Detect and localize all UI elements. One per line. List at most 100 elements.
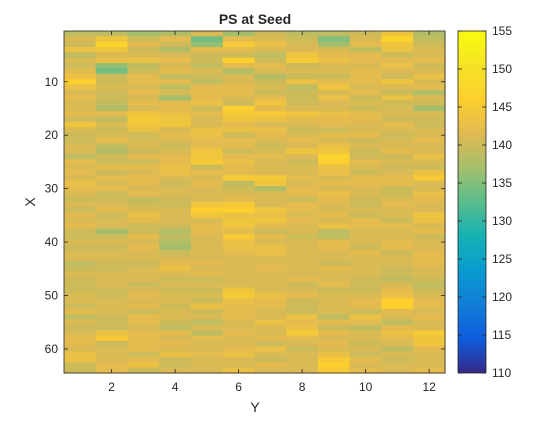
- heatmap-cell: [349, 95, 383, 102]
- heatmap-cell: [127, 73, 160, 80]
- heatmap-cell: [286, 127, 319, 134]
- heatmap-cell: [191, 175, 224, 182]
- heatmap-cell: [381, 116, 414, 123]
- heatmap-cell: [95, 287, 129, 294]
- heatmap-cell: [222, 298, 256, 305]
- heatmap-cell: [349, 47, 383, 53]
- heatmap-cell: [64, 266, 97, 273]
- heatmap-cell: [381, 148, 414, 155]
- heatmap-cell: [349, 298, 383, 305]
- heatmap-cell: [381, 276, 414, 283]
- heatmap-cell: [127, 169, 160, 176]
- heatmap-cell: [286, 79, 319, 86]
- heatmap-cell: [127, 362, 160, 369]
- heatmap-cell: [95, 223, 129, 230]
- heatmap-cell: [349, 52, 383, 59]
- heatmap-cell: [413, 137, 446, 144]
- heatmap-cell: [64, 319, 97, 326]
- heatmap-cell: [413, 356, 446, 363]
- heatmap-cell: [64, 89, 97, 96]
- heatmap-cell: [64, 271, 97, 278]
- heatmap-cell: [381, 73, 414, 80]
- heatmap-cell: [318, 95, 351, 102]
- heatmap-cell: [222, 116, 256, 123]
- heatmap-cell: [95, 191, 129, 198]
- heatmap-cell: [222, 314, 256, 321]
- heatmap-cell: [127, 212, 160, 219]
- heatmap-cell: [64, 335, 97, 342]
- heatmap-cell: [159, 132, 192, 139]
- heatmap-cell: [127, 63, 160, 69]
- heatmap-cell: [254, 298, 287, 305]
- heatmap-cell: [381, 250, 414, 257]
- heatmap-cell: [318, 63, 351, 69]
- heatmap-cell: [381, 202, 414, 208]
- heatmap-cell: [413, 41, 446, 48]
- heatmap-cell: [64, 47, 97, 53]
- heatmap-cell: [381, 95, 414, 102]
- heatmap-cell: [222, 121, 256, 128]
- heatmap-cell: [64, 127, 97, 134]
- heatmap-cell: [318, 314, 351, 321]
- heatmap-cell: [318, 159, 351, 166]
- heatmap-cell: [127, 292, 160, 299]
- heatmap-cell: [349, 212, 383, 219]
- heatmap-cell: [286, 196, 319, 203]
- heatmap-cell: [349, 223, 383, 230]
- heatmap-cell: [381, 218, 414, 224]
- heatmap-cell: [127, 308, 160, 315]
- x-tick-label: 4: [172, 380, 179, 394]
- x-tick-label: 10: [359, 380, 373, 394]
- heatmap-cell: [64, 73, 97, 80]
- heatmap-cell: [222, 153, 256, 160]
- heatmap-cell: [254, 148, 287, 155]
- heatmap-cell: [95, 153, 129, 160]
- heatmap-cell: [127, 68, 160, 75]
- heatmap-cell: [254, 335, 287, 342]
- heatmap-cell: [159, 73, 192, 80]
- heatmap-cell: [349, 362, 383, 369]
- heatmap-cell: [254, 127, 287, 134]
- heatmap-cell: [222, 234, 256, 240]
- heatmap-cell: [413, 84, 446, 91]
- heatmap-cell: [286, 148, 319, 155]
- heatmap-cell: [286, 260, 319, 267]
- heatmap-cell: [413, 340, 446, 347]
- heatmap-cell: [349, 282, 383, 289]
- heatmap-cell: [254, 346, 287, 353]
- heatmap-cell: [413, 271, 446, 278]
- heatmap-cell: [159, 196, 192, 203]
- heatmap-cell: [254, 79, 287, 86]
- heatmap-cell: [254, 153, 287, 160]
- heatmap-cell: [286, 234, 319, 240]
- heatmap-cell: [159, 287, 192, 294]
- heatmap-cell: [254, 180, 287, 187]
- heatmap-cell: [159, 292, 192, 299]
- heatmap-cell: [381, 287, 414, 294]
- heatmap-cell: [349, 250, 383, 257]
- heatmap-cell: [254, 276, 287, 283]
- heatmap-cell: [127, 287, 160, 294]
- heatmap-cell: [254, 164, 287, 171]
- heatmap-cell: [318, 239, 351, 246]
- heatmap-cell: [286, 132, 319, 139]
- heatmap-cell: [222, 287, 256, 294]
- heatmap-cell: [286, 202, 319, 208]
- heatmap-cell: [413, 223, 446, 230]
- heatmap-cell: [159, 175, 192, 182]
- heatmap-cell: [286, 57, 319, 64]
- heatmap-cell: [191, 367, 224, 374]
- heatmap-cell: [95, 52, 129, 59]
- heatmap-cell: [64, 57, 97, 64]
- heatmap-cell: [159, 159, 192, 166]
- heatmap-cell: [159, 169, 192, 176]
- heatmap-cell: [191, 191, 224, 198]
- heatmap-cell: [349, 73, 383, 80]
- heatmap-cell: [222, 308, 256, 315]
- colorbar-tick-label: 135: [492, 176, 512, 190]
- heatmap-cell: [159, 127, 192, 134]
- heatmap-cell: [254, 266, 287, 273]
- heatmap-cell: [159, 105, 192, 112]
- colorbar-tick-label: 130: [492, 214, 512, 228]
- heatmap-cell: [254, 287, 287, 294]
